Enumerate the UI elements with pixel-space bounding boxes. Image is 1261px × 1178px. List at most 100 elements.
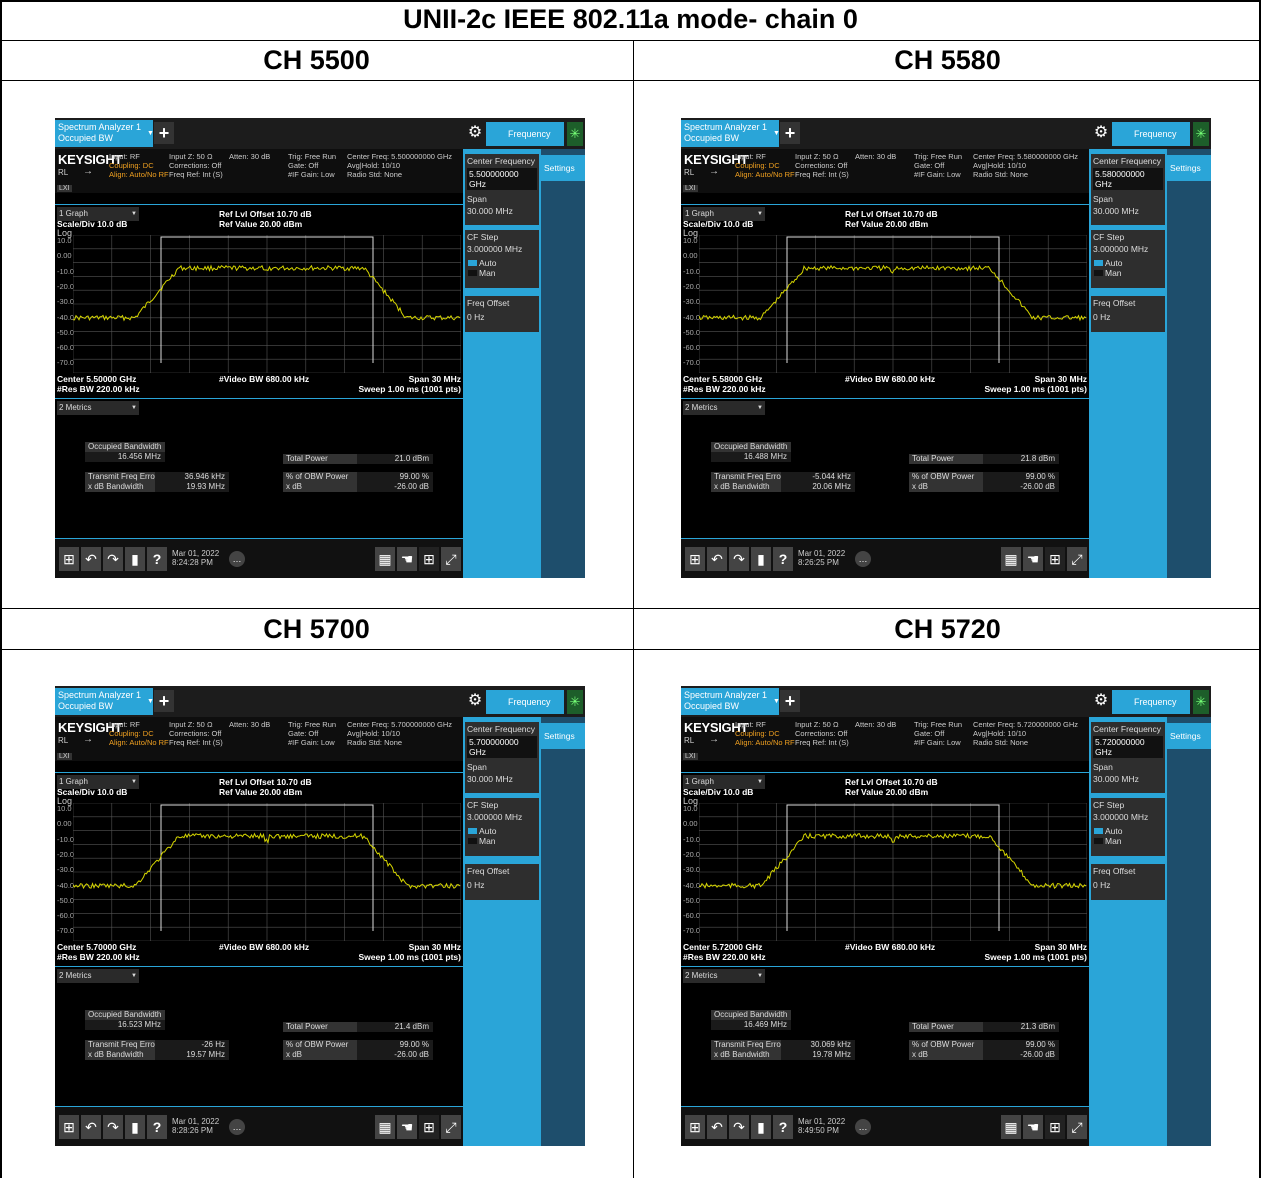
- grid-icon[interactable]: ⊞: [419, 547, 439, 571]
- span-control[interactable]: Span 30.000 MHz: [1091, 192, 1165, 225]
- frequency-menu-button[interactable]: Frequency: [1112, 122, 1190, 146]
- span-control[interactable]: Span 30.000 MHz: [465, 760, 539, 793]
- chat-icon[interactable]: …: [229, 1119, 245, 1135]
- chat-icon[interactable]: …: [229, 551, 245, 567]
- chevron-down-icon[interactable]: ▼: [147, 698, 154, 705]
- add-screen-button[interactable]: +: [154, 122, 174, 144]
- center-frequency-control[interactable]: Center Frequency 5.500000000 GHz: [465, 154, 539, 192]
- man-radio[interactable]: Man: [1093, 836, 1163, 846]
- gear-icon[interactable]: ⚙: [1093, 692, 1109, 709]
- windows-icon[interactable]: ⊞: [59, 1115, 79, 1139]
- center-frequency-control[interactable]: Center Frequency 5.700000000 GHz: [465, 722, 539, 760]
- cf-step-control[interactable]: CF Step 3.000000 MHz Auto Man: [1091, 798, 1165, 856]
- center-frequency-value[interactable]: 5.720000000 GHz: [1093, 736, 1163, 758]
- settings-tab[interactable]: Settings: [1167, 723, 1211, 749]
- undo-icon[interactable]: ↶: [81, 547, 101, 571]
- redo-icon[interactable]: ↷: [729, 547, 749, 571]
- settings-tab[interactable]: Settings: [541, 155, 585, 181]
- help-icon[interactable]: ?: [147, 1115, 167, 1139]
- touch-icon[interactable]: ☚: [1023, 1115, 1043, 1139]
- help-icon[interactable]: ?: [773, 1115, 793, 1139]
- auto-radio[interactable]: Auto: [467, 258, 537, 268]
- keypad-icon[interactable]: ▦: [375, 547, 395, 571]
- analyzer-tab[interactable]: Spectrum Analyzer 1 Occupied BW: [55, 120, 153, 147]
- chevron-down-icon[interactable]: ▼: [773, 698, 780, 705]
- freq-offset-control[interactable]: Freq Offset 0 Hz: [1091, 296, 1165, 332]
- add-screen-button[interactable]: +: [154, 690, 174, 712]
- windows-icon[interactable]: ⊞: [685, 1115, 705, 1139]
- chat-icon[interactable]: …: [855, 1119, 871, 1135]
- grid-icon[interactable]: ⊞: [1045, 1115, 1065, 1139]
- undo-icon[interactable]: ↶: [81, 1115, 101, 1139]
- undo-icon[interactable]: ↶: [707, 1115, 727, 1139]
- settings-tab[interactable]: Settings: [1167, 155, 1211, 181]
- file-icon[interactable]: ▮: [125, 1115, 145, 1139]
- redo-icon[interactable]: ↷: [103, 547, 123, 571]
- help-icon[interactable]: ?: [773, 547, 793, 571]
- settings-tab[interactable]: Settings: [541, 723, 585, 749]
- frequency-menu-button[interactable]: Frequency: [1112, 690, 1190, 714]
- fullscreen-icon[interactable]: ⤢: [1067, 547, 1087, 571]
- fullscreen-icon[interactable]: ⤢: [441, 547, 461, 571]
- man-radio[interactable]: Man: [467, 268, 537, 278]
- windows-icon[interactable]: ⊞: [685, 547, 705, 571]
- frequency-menu-button[interactable]: Frequency: [486, 690, 564, 714]
- gear-icon[interactable]: ⚙: [467, 124, 483, 141]
- metrics-select-dropdown[interactable]: 2 Metrics ▼: [683, 969, 765, 983]
- chat-icon[interactable]: …: [855, 551, 871, 567]
- touch-icon[interactable]: ☚: [397, 1115, 417, 1139]
- graph-select-dropdown[interactable]: 1 Graph ▼: [683, 207, 765, 221]
- center-frequency-value[interactable]: 5.700000000 GHz: [467, 736, 537, 758]
- cf-step-control[interactable]: CF Step 3.000000 MHz Auto Man: [465, 798, 539, 856]
- graph-select-dropdown[interactable]: 1 Graph ▼: [57, 207, 139, 221]
- chevron-down-icon[interactable]: ▼: [773, 130, 780, 137]
- chevron-down-icon[interactable]: ▼: [147, 130, 154, 137]
- touch-icon[interactable]: ☚: [1023, 547, 1043, 571]
- grid-icon[interactable]: ⊞: [1045, 547, 1065, 571]
- metrics-select-dropdown[interactable]: 2 Metrics ▼: [57, 401, 139, 415]
- touch-icon[interactable]: ☚: [397, 547, 417, 571]
- analyzer-tab[interactable]: Spectrum Analyzer 1 Occupied BW: [681, 120, 779, 147]
- file-icon[interactable]: ▮: [751, 1115, 771, 1139]
- freq-offset-control[interactable]: Freq Offset 0 Hz: [1091, 864, 1165, 900]
- frequency-menu-button[interactable]: Frequency: [486, 122, 564, 146]
- add-screen-button[interactable]: +: [780, 690, 800, 712]
- grid-icon[interactable]: ⊞: [419, 1115, 439, 1139]
- cf-step-control[interactable]: CF Step 3.000000 MHz Auto Man: [1091, 230, 1165, 288]
- span-control[interactable]: Span 30.000 MHz: [465, 192, 539, 225]
- analyzer-tab[interactable]: Spectrum Analyzer 1 Occupied BW: [55, 688, 153, 715]
- cf-step-control[interactable]: CF Step 3.000000 MHz Auto Man: [465, 230, 539, 288]
- keypad-icon[interactable]: ▦: [1001, 1115, 1021, 1139]
- gear-icon[interactable]: ⚙: [467, 692, 483, 709]
- freq-offset-control[interactable]: Freq Offset 0 Hz: [465, 296, 539, 332]
- undo-icon[interactable]: ↶: [707, 547, 727, 571]
- keypad-icon[interactable]: ▦: [375, 1115, 395, 1139]
- redo-icon[interactable]: ↷: [729, 1115, 749, 1139]
- analyzer-tab[interactable]: Spectrum Analyzer 1 Occupied BW: [681, 688, 779, 715]
- auto-radio[interactable]: Auto: [467, 826, 537, 836]
- fullscreen-icon[interactable]: ⤢: [441, 1115, 461, 1139]
- keypad-icon[interactable]: ▦: [1001, 547, 1021, 571]
- center-frequency-control[interactable]: Center Frequency 5.720000000 GHz: [1091, 722, 1165, 760]
- gear-icon[interactable]: ⚙: [1093, 124, 1109, 141]
- auto-radio[interactable]: Auto: [1093, 258, 1163, 268]
- graph-select-dropdown[interactable]: 1 Graph ▼: [57, 775, 139, 789]
- file-icon[interactable]: ▮: [125, 547, 145, 571]
- span-control[interactable]: Span 30.000 MHz: [1091, 760, 1165, 793]
- center-frequency-value[interactable]: 5.500000000 GHz: [467, 168, 537, 190]
- add-screen-button[interactable]: +: [780, 122, 800, 144]
- auto-radio[interactable]: Auto: [1093, 826, 1163, 836]
- file-icon[interactable]: ▮: [751, 547, 771, 571]
- metrics-select-dropdown[interactable]: 2 Metrics ▼: [57, 969, 139, 983]
- center-frequency-control[interactable]: Center Frequency 5.580000000 GHz: [1091, 154, 1165, 192]
- metrics-select-dropdown[interactable]: 2 Metrics ▼: [683, 401, 765, 415]
- freq-offset-control[interactable]: Freq Offset 0 Hz: [465, 864, 539, 900]
- help-icon[interactable]: ?: [147, 547, 167, 571]
- redo-icon[interactable]: ↷: [103, 1115, 123, 1139]
- center-frequency-value[interactable]: 5.580000000 GHz: [1093, 168, 1163, 190]
- fullscreen-icon[interactable]: ⤢: [1067, 1115, 1087, 1139]
- man-radio[interactable]: Man: [467, 836, 537, 846]
- graph-select-dropdown[interactable]: 1 Graph ▼: [683, 775, 765, 789]
- man-radio[interactable]: Man: [1093, 268, 1163, 278]
- windows-icon[interactable]: ⊞: [59, 547, 79, 571]
